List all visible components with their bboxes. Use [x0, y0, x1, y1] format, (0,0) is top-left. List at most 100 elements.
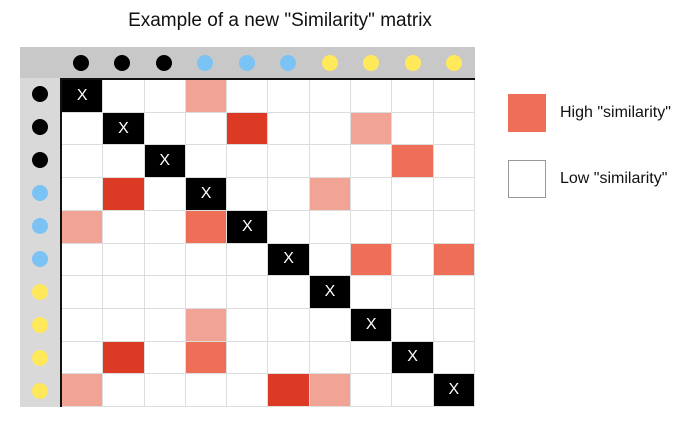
yellow-dot-icon — [446, 54, 463, 71]
matrix-cell — [433, 112, 475, 146]
yellow-dot-icon — [32, 283, 48, 300]
diagonal-cell: X — [351, 308, 393, 342]
row-header-cell — [20, 275, 60, 308]
blue-dot-icon — [238, 54, 255, 71]
matrix-cell — [351, 112, 393, 146]
black-dot-icon — [114, 54, 131, 71]
matrix-cell — [103, 276, 145, 309]
matrix-cell — [227, 243, 269, 277]
matrix-cell — [392, 80, 434, 113]
yellow-dot-icon — [321, 54, 338, 71]
row-header-cell — [20, 374, 60, 407]
matrix-cell — [103, 145, 145, 179]
diagonal-mark: X — [324, 283, 336, 301]
diagonal-mark: X — [448, 381, 460, 399]
matrix-cell — [351, 80, 393, 113]
matrix-cell — [62, 145, 104, 179]
diagonal-cell: X — [144, 145, 186, 179]
matrix-cell — [351, 145, 393, 179]
matrix-cell — [144, 243, 186, 277]
legend-high: High "similarity" — [508, 94, 671, 132]
matrix-cell — [392, 276, 434, 309]
matrix-cell — [103, 80, 145, 113]
matrix-cell — [351, 243, 393, 277]
matrix-cell — [185, 80, 228, 113]
matrix-cell — [268, 374, 310, 407]
col-header-cell — [392, 47, 434, 78]
matrix-cell — [185, 374, 228, 407]
matrix-cell — [62, 112, 104, 146]
matrix-cell — [227, 112, 269, 146]
matrix-cell — [392, 308, 434, 342]
diagonal-cell: X — [103, 112, 145, 146]
col-header-cell — [351, 47, 393, 78]
matrix-cell — [62, 308, 104, 342]
matrix-cell — [309, 308, 352, 342]
matrix-cell — [227, 80, 269, 113]
black-dot-icon — [32, 119, 48, 136]
col-header-cell — [185, 47, 227, 78]
matrix-grid: X X X X X X X X X X — [60, 78, 475, 407]
matrix-cell — [62, 210, 104, 244]
matrix-cell — [392, 374, 434, 407]
matrix-cell — [144, 178, 186, 211]
row-header-cell — [20, 341, 60, 374]
matrix-cell — [185, 112, 228, 146]
col-header-cell — [309, 47, 351, 78]
row-header-cell — [20, 243, 60, 276]
matrix-cell — [433, 276, 475, 309]
matrix-cell — [144, 112, 186, 146]
diagonal-cell: X — [392, 341, 434, 375]
black-dot-icon — [72, 54, 89, 71]
diagonal-cell: X — [185, 178, 228, 211]
matrix-cell — [351, 276, 393, 309]
matrix-cell — [185, 210, 228, 244]
row-header-cell — [20, 78, 60, 111]
legend-low: Low "similarity" — [508, 160, 667, 198]
diagonal-mark: X — [365, 315, 377, 333]
matrix-cell — [268, 276, 310, 309]
matrix-cell — [62, 374, 104, 407]
col-header-cell — [268, 47, 310, 78]
row-header-cell — [20, 210, 60, 243]
row-header-cell — [20, 308, 60, 341]
matrix-cell — [227, 308, 269, 342]
matrix-cell — [185, 308, 228, 342]
matrix-cell — [268, 210, 310, 244]
yellow-dot-icon — [32, 316, 48, 333]
legend-swatch-low — [508, 160, 546, 198]
blue-dot-icon — [32, 250, 48, 267]
diagonal-mark: X — [200, 184, 212, 202]
matrix-cell — [309, 145, 352, 179]
matrix-cell — [351, 210, 393, 244]
matrix-cell — [309, 341, 352, 375]
diagonal-cell: X — [62, 80, 104, 113]
matrix-cell — [227, 276, 269, 309]
diagonal-mark: X — [283, 250, 294, 268]
matrix-cell — [351, 374, 393, 407]
matrix-cell — [144, 341, 186, 375]
matrix-cell — [268, 308, 310, 342]
matrix-cell — [268, 80, 310, 113]
matrix-cell — [309, 178, 352, 211]
matrix-cell — [103, 341, 145, 375]
matrix-cell — [433, 243, 475, 277]
diagonal-cell: X — [227, 210, 269, 244]
col-header-cell — [143, 47, 185, 78]
yellow-dot-icon — [363, 54, 380, 71]
matrix-cell — [62, 243, 104, 277]
matrix-cell — [392, 145, 434, 179]
diagonal-mark: X — [118, 119, 129, 137]
black-dot-icon — [32, 152, 48, 169]
col-header-cell — [226, 47, 268, 78]
matrix-cell — [433, 178, 475, 211]
legend-label-high: High "similarity" — [560, 104, 671, 121]
matrix-cell — [185, 243, 228, 277]
yellow-dot-icon — [32, 382, 48, 399]
matrix-cell — [185, 276, 228, 309]
col-header-cell — [434, 47, 476, 78]
matrix-cell — [268, 112, 310, 146]
row-header — [20, 78, 60, 407]
matrix-cell — [433, 210, 475, 244]
matrix-cell — [268, 145, 310, 179]
